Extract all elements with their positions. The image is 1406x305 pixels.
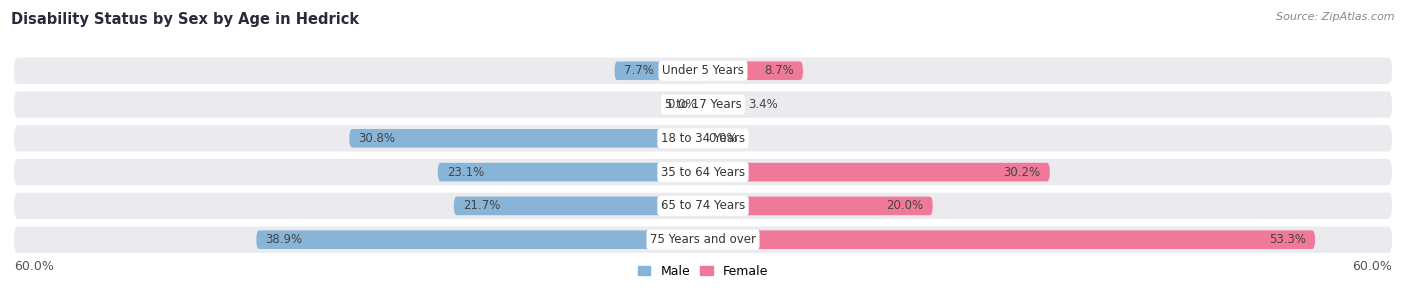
- Text: Disability Status by Sex by Age in Hedrick: Disability Status by Sex by Age in Hedri…: [11, 12, 360, 27]
- Text: Under 5 Years: Under 5 Years: [662, 64, 744, 77]
- FancyBboxPatch shape: [437, 163, 703, 181]
- Text: Source: ZipAtlas.com: Source: ZipAtlas.com: [1277, 12, 1395, 22]
- Text: 21.7%: 21.7%: [463, 199, 501, 212]
- Text: 38.9%: 38.9%: [266, 233, 302, 246]
- FancyBboxPatch shape: [614, 62, 703, 80]
- FancyBboxPatch shape: [703, 230, 1315, 249]
- Text: 60.0%: 60.0%: [1353, 260, 1392, 273]
- Text: 18 to 34 Years: 18 to 34 Years: [661, 132, 745, 145]
- FancyBboxPatch shape: [14, 193, 1392, 219]
- FancyBboxPatch shape: [14, 58, 1392, 84]
- Text: 23.1%: 23.1%: [447, 166, 484, 179]
- Text: 30.2%: 30.2%: [1004, 166, 1040, 179]
- Text: 7.7%: 7.7%: [624, 64, 654, 77]
- Text: 8.7%: 8.7%: [763, 64, 794, 77]
- Text: 5 to 17 Years: 5 to 17 Years: [665, 98, 741, 111]
- FancyBboxPatch shape: [14, 227, 1392, 253]
- FancyBboxPatch shape: [256, 230, 703, 249]
- FancyBboxPatch shape: [703, 197, 932, 215]
- FancyBboxPatch shape: [703, 163, 1050, 181]
- FancyBboxPatch shape: [454, 197, 703, 215]
- Text: 60.0%: 60.0%: [14, 260, 53, 273]
- Text: 20.0%: 20.0%: [886, 199, 924, 212]
- Text: 3.4%: 3.4%: [748, 98, 778, 111]
- FancyBboxPatch shape: [703, 95, 742, 114]
- FancyBboxPatch shape: [349, 129, 703, 148]
- Text: 35 to 64 Years: 35 to 64 Years: [661, 166, 745, 179]
- Legend: Male, Female: Male, Female: [638, 264, 768, 278]
- FancyBboxPatch shape: [14, 92, 1392, 118]
- FancyBboxPatch shape: [14, 125, 1392, 152]
- Text: 0.0%: 0.0%: [709, 132, 738, 145]
- FancyBboxPatch shape: [703, 62, 803, 80]
- Text: 53.3%: 53.3%: [1268, 233, 1306, 246]
- FancyBboxPatch shape: [14, 159, 1392, 185]
- Text: 0.0%: 0.0%: [668, 98, 697, 111]
- Text: 65 to 74 Years: 65 to 74 Years: [661, 199, 745, 212]
- Text: 30.8%: 30.8%: [359, 132, 395, 145]
- Text: 75 Years and over: 75 Years and over: [650, 233, 756, 246]
